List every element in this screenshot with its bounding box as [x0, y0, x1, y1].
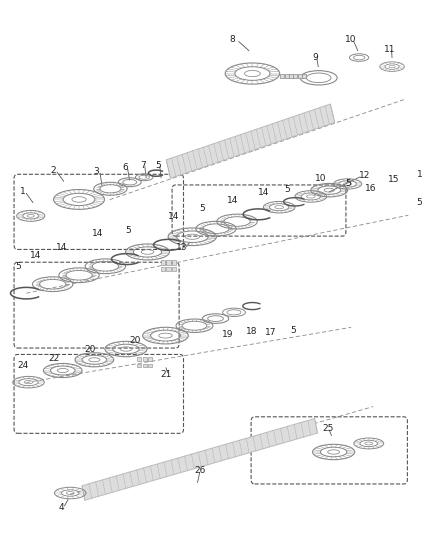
Bar: [142, 364, 146, 367]
Bar: [148, 364, 152, 367]
Text: 3: 3: [93, 167, 99, 176]
Text: 13: 13: [176, 244, 187, 252]
Text: 22: 22: [48, 354, 59, 362]
Text: 9: 9: [311, 53, 318, 62]
Text: 5: 5: [15, 262, 21, 271]
Bar: [160, 260, 165, 264]
Text: 25: 25: [322, 424, 333, 433]
Text: 1: 1: [20, 188, 26, 196]
Bar: [302, 74, 306, 77]
Polygon shape: [82, 418, 317, 500]
Text: 5: 5: [155, 161, 161, 169]
Polygon shape: [166, 104, 334, 179]
Bar: [289, 74, 293, 77]
Text: 20: 20: [84, 345, 95, 354]
Bar: [293, 74, 297, 77]
Text: 11: 11: [383, 45, 395, 53]
Text: 16: 16: [364, 184, 376, 193]
Text: 14: 14: [167, 212, 179, 221]
Text: 10: 10: [344, 36, 355, 44]
Text: 14: 14: [257, 189, 268, 197]
Text: 5: 5: [284, 185, 290, 193]
Text: 8: 8: [229, 36, 235, 44]
Bar: [172, 267, 176, 271]
Text: 26: 26: [194, 466, 205, 474]
Text: 5: 5: [125, 226, 131, 235]
Text: 24: 24: [17, 361, 28, 369]
Bar: [284, 74, 288, 77]
Bar: [160, 267, 165, 271]
Text: 14: 14: [226, 196, 238, 205]
Text: 2: 2: [50, 166, 55, 175]
Text: 12: 12: [358, 172, 369, 180]
Text: 19: 19: [221, 330, 233, 339]
Text: 17: 17: [265, 328, 276, 337]
Bar: [148, 357, 152, 361]
Text: 5: 5: [290, 326, 296, 335]
Text: 14: 14: [56, 244, 67, 252]
Bar: [166, 267, 170, 271]
Text: 14: 14: [92, 229, 103, 238]
Bar: [297, 74, 301, 77]
Text: 5: 5: [415, 198, 421, 207]
Bar: [172, 260, 176, 264]
Text: 15: 15: [387, 175, 398, 184]
Text: 7: 7: [140, 161, 146, 169]
Text: 20: 20: [129, 336, 141, 344]
Text: 4: 4: [59, 503, 64, 512]
Text: 6: 6: [122, 164, 128, 172]
Text: 1: 1: [416, 171, 422, 179]
Text: 10: 10: [314, 174, 325, 182]
Text: 14: 14: [30, 252, 42, 260]
Bar: [137, 357, 141, 361]
Bar: [166, 260, 170, 264]
Text: 5: 5: [344, 180, 350, 188]
Bar: [142, 357, 146, 361]
Text: 18: 18: [245, 327, 257, 336]
Bar: [137, 364, 141, 367]
Text: 21: 21: [160, 370, 171, 378]
Text: 5: 5: [198, 205, 205, 213]
Bar: [280, 74, 284, 77]
